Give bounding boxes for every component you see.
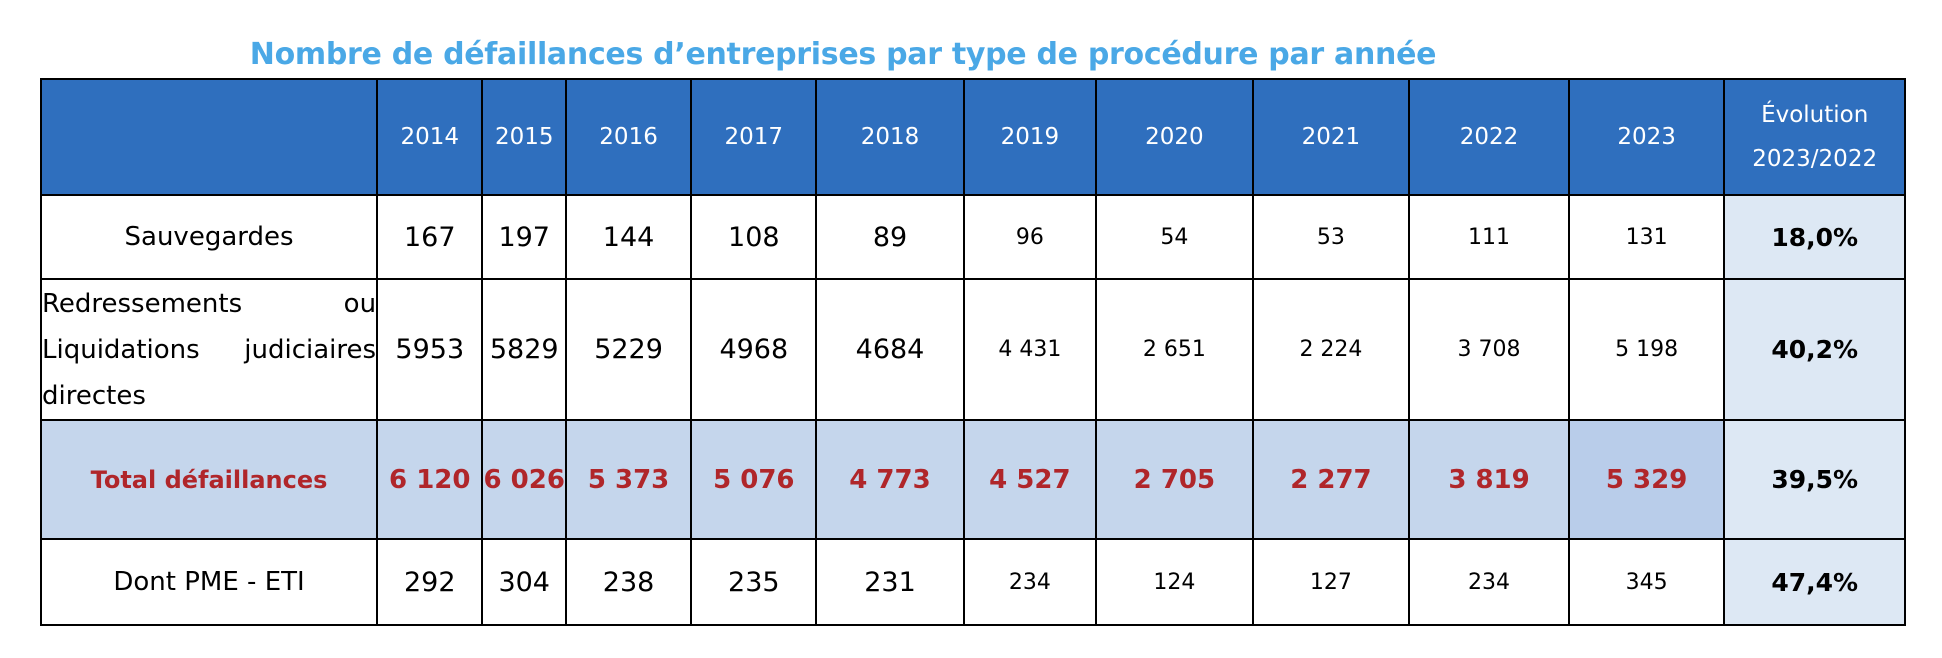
table-cell: 4968: [690, 278, 818, 421]
table-title: Nombre de défaillances d’entreprises par…: [249, 37, 1437, 72]
total-cell: 4 773: [815, 419, 965, 540]
table-cell: 96: [962, 194, 1098, 280]
table-cell: 234: [1408, 538, 1570, 626]
table-cell: 231: [815, 538, 965, 626]
evolution-cell: 40,2%: [1723, 278, 1906, 421]
header-year: 2021: [1251, 78, 1411, 196]
defaillances-table: 2014 2015 2016 2017 2018 2019 2020 2021 …: [39, 78, 1906, 626]
table-cell: 127: [1251, 538, 1411, 626]
table-cell: 2 224: [1251, 278, 1411, 421]
table-cell: 197: [481, 194, 567, 280]
row-label: Dont PME - ETI: [39, 538, 379, 626]
total-cell: 2 277: [1251, 419, 1411, 540]
total-cell: 5 373: [564, 419, 693, 540]
table-row-sauvegardes: Sauvegardes 167 197 144 108 89 96 54 53 …: [39, 194, 1906, 280]
table-cell: 234: [962, 538, 1098, 626]
row-label: Redressements ou Liquidations judiciaire…: [39, 278, 379, 421]
table-cell: 167: [376, 194, 484, 280]
header-year: 2023: [1567, 78, 1726, 196]
header-year: 2017: [690, 78, 818, 196]
header-year: 2020: [1095, 78, 1254, 196]
table-cell: 124: [1095, 538, 1254, 626]
evolution-cell: 39,5%: [1723, 419, 1906, 540]
row-label: Sauvegardes: [39, 194, 379, 280]
header-year: 2018: [815, 78, 965, 196]
total-cell: 6 120: [376, 419, 484, 540]
table-cell: 111: [1408, 194, 1570, 280]
header-year: 2015: [481, 78, 567, 196]
header-evolution: Évolution 2023/2022: [1723, 78, 1906, 196]
header-corner: [39, 78, 379, 196]
header-year: 2016: [564, 78, 693, 196]
header-evolution-line2: 2023/2022: [1752, 146, 1878, 172]
total-cell: 2 705: [1095, 419, 1254, 540]
table-row-pme-eti: Dont PME - ETI 292 304 238 235 231 234 1…: [39, 538, 1906, 626]
table-cell: 108: [690, 194, 818, 280]
header-year: 2022: [1408, 78, 1570, 196]
table-cell: 54: [1095, 194, 1254, 280]
table-cell: 235: [690, 538, 818, 626]
table-cell: 5229: [564, 278, 693, 421]
table-cell: 292: [376, 538, 484, 626]
table-cell: 3 708: [1408, 278, 1570, 421]
total-cell: 6 026: [481, 419, 567, 540]
table-cell: 144: [564, 194, 693, 280]
table-cell: 304: [481, 538, 567, 626]
header-evolution-line1: Évolution: [1761, 102, 1869, 128]
evolution-cell: 18,0%: [1723, 194, 1906, 280]
table-cell: 5829: [481, 278, 567, 421]
row-label: Total défaillances: [39, 419, 379, 540]
table-cell: 345: [1567, 538, 1726, 626]
total-cell: 3 819: [1408, 419, 1570, 540]
header-year: 2014: [376, 78, 484, 196]
total-cell: 5 329: [1567, 419, 1726, 540]
table-cell: 131: [1567, 194, 1726, 280]
table-cell: 2 651: [1095, 278, 1254, 421]
total-cell: 4 527: [962, 419, 1098, 540]
header-year: 2019: [962, 78, 1098, 196]
table-cell: 5953: [376, 278, 484, 421]
table-cell: 4 431: [962, 278, 1098, 421]
table-cell: 89: [815, 194, 965, 280]
total-cell: 5 076: [690, 419, 818, 540]
table-cell: 4684: [815, 278, 965, 421]
table-row-redressements: Redressements ou Liquidations judiciaire…: [39, 278, 1906, 421]
table-row-total: Total défaillances 6 120 6 026 5 373 5 0…: [39, 419, 1906, 540]
table-cell: 238: [564, 538, 693, 626]
evolution-cell: 47,4%: [1723, 538, 1906, 626]
table-cell: 5 198: [1567, 278, 1726, 421]
table-cell: 53: [1251, 194, 1411, 280]
header-row: 2014 2015 2016 2017 2018 2019 2020 2021 …: [39, 78, 1906, 196]
